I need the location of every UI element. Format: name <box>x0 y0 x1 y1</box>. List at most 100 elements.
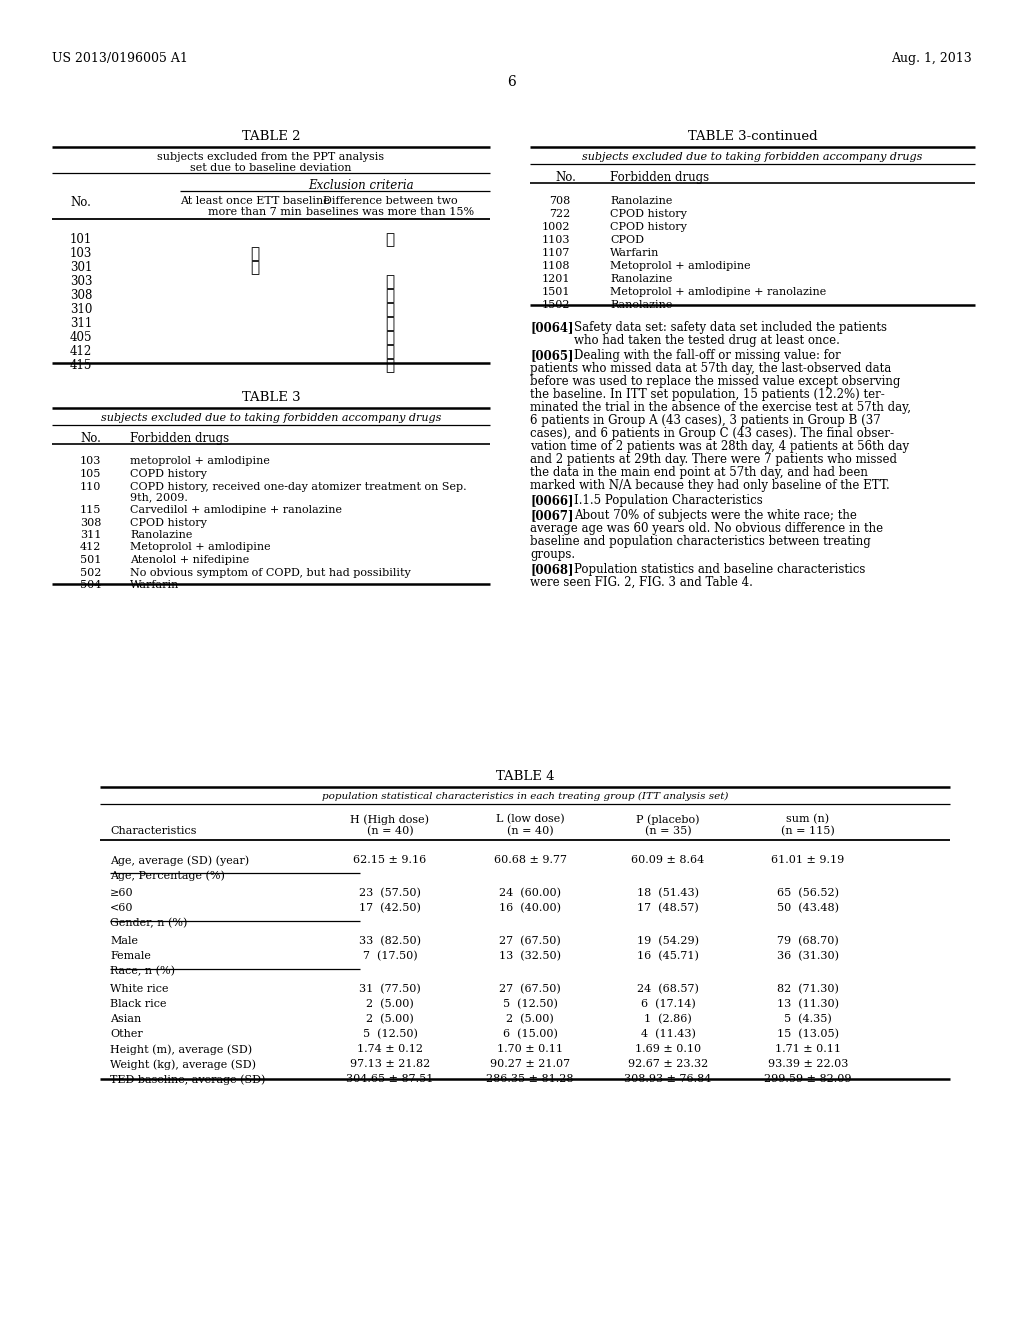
Text: CPOD history: CPOD history <box>130 517 207 528</box>
Text: 79  (68.70): 79 (68.70) <box>777 936 839 946</box>
Text: 9th, 2009.: 9th, 2009. <box>130 492 187 503</box>
Text: Metoprolol + amlodipine: Metoprolol + amlodipine <box>130 543 270 553</box>
Text: TABLE 3-continued: TABLE 3-continued <box>688 129 817 143</box>
Text: P (placebo): P (placebo) <box>636 814 699 825</box>
Text: subjects excluded due to taking forbidden accompany drugs: subjects excluded due to taking forbidde… <box>583 152 923 162</box>
Text: 1.71 ± 0.11: 1.71 ± 0.11 <box>775 1044 841 1053</box>
Text: CPOD history: CPOD history <box>610 209 687 219</box>
Text: CPOD history: CPOD history <box>610 222 687 232</box>
Text: TABLE 2: TABLE 2 <box>242 129 300 143</box>
Text: 1502: 1502 <box>542 300 570 310</box>
Text: 308.93 ± 76.84: 308.93 ± 76.84 <box>625 1074 712 1084</box>
Text: I.1.5 Population Characteristics: I.1.5 Population Characteristics <box>574 494 763 507</box>
Text: ✓: ✓ <box>251 247 259 261</box>
Text: 1.74 ± 0.12: 1.74 ± 0.12 <box>357 1044 423 1053</box>
Text: 101: 101 <box>70 234 92 246</box>
Text: 17  (42.50): 17 (42.50) <box>359 903 421 913</box>
Text: Asian: Asian <box>110 1014 141 1024</box>
Text: ✓: ✓ <box>385 359 394 374</box>
Text: TED baseline, average (SD): TED baseline, average (SD) <box>110 1074 265 1085</box>
Text: 286.35 ± 81.28: 286.35 ± 81.28 <box>486 1074 573 1084</box>
Text: 304.65 ± 87.51: 304.65 ± 87.51 <box>346 1074 434 1084</box>
Text: 19  (54.29): 19 (54.29) <box>637 936 699 946</box>
Text: 311: 311 <box>70 317 92 330</box>
Text: 1108: 1108 <box>542 261 570 271</box>
Text: Metoprolol + amlodipine + ranolazine: Metoprolol + amlodipine + ranolazine <box>610 286 826 297</box>
Text: Race, n (%): Race, n (%) <box>110 966 175 977</box>
Text: White rice: White rice <box>110 983 169 994</box>
Text: 311: 311 <box>80 531 101 540</box>
Text: 24  (68.57): 24 (68.57) <box>637 983 699 994</box>
Text: COPD history, received one-day atomizer treatment on Sep.: COPD history, received one-day atomizer … <box>130 482 467 491</box>
Text: [0064]: [0064] <box>530 321 573 334</box>
Text: 90.27 ± 21.07: 90.27 ± 21.07 <box>489 1059 570 1069</box>
Text: About 70% of subjects were the white race; the: About 70% of subjects were the white rac… <box>574 510 857 521</box>
Text: No.: No. <box>555 172 575 183</box>
Text: Population statistics and baseline characteristics: Population statistics and baseline chara… <box>574 564 865 576</box>
Text: more than 7 min: more than 7 min <box>208 207 302 216</box>
Text: 13  (32.50): 13 (32.50) <box>499 950 561 961</box>
Text: 1201: 1201 <box>542 275 570 284</box>
Text: 27  (67.50): 27 (67.50) <box>499 936 561 946</box>
Text: 501: 501 <box>80 554 101 565</box>
Text: ✓: ✓ <box>385 234 394 247</box>
Text: Age, average (SD) (year): Age, average (SD) (year) <box>110 855 249 866</box>
Text: average age was 60 years old. No obvious difference in the: average age was 60 years old. No obvious… <box>530 521 883 535</box>
Text: Ranolazine: Ranolazine <box>610 300 673 310</box>
Text: 33  (82.50): 33 (82.50) <box>359 936 421 946</box>
Text: COPD history: COPD history <box>130 469 207 479</box>
Text: 16  (45.71): 16 (45.71) <box>637 950 699 961</box>
Text: 61.01 ± 9.19: 61.01 ± 9.19 <box>771 855 845 865</box>
Text: 17  (48.57): 17 (48.57) <box>637 903 698 913</box>
Text: 93.39 ± 22.03: 93.39 ± 22.03 <box>768 1059 848 1069</box>
Text: Black rice: Black rice <box>110 999 167 1008</box>
Text: 31  (77.50): 31 (77.50) <box>359 983 421 994</box>
Text: 1501: 1501 <box>542 286 570 297</box>
Text: [0068]: [0068] <box>530 564 573 576</box>
Text: 2  (5.00): 2 (5.00) <box>506 1014 554 1024</box>
Text: 105: 105 <box>80 469 101 479</box>
Text: 2  (5.00): 2 (5.00) <box>367 1014 414 1024</box>
Text: before was used to replace the missed value except observing: before was used to replace the missed va… <box>530 375 900 388</box>
Text: Atenolol + nifedipine: Atenolol + nifedipine <box>130 554 249 565</box>
Text: Warfarin: Warfarin <box>610 248 659 257</box>
Text: [0065]: [0065] <box>530 348 573 362</box>
Text: ≥60: ≥60 <box>110 888 133 898</box>
Text: 15  (13.05): 15 (13.05) <box>777 1030 839 1039</box>
Text: 13  (11.30): 13 (11.30) <box>777 999 839 1010</box>
Text: 412: 412 <box>80 543 101 553</box>
Text: 1107: 1107 <box>542 248 570 257</box>
Text: were seen FIG. 2, FIG. 3 and Table 4.: were seen FIG. 2, FIG. 3 and Table 4. <box>530 576 753 589</box>
Text: 299.59 ± 82.09: 299.59 ± 82.09 <box>764 1074 852 1084</box>
Text: and 2 patients at 29th day. There were 7 patients who missed: and 2 patients at 29th day. There were 7… <box>530 453 897 466</box>
Text: Carvedilol + amlodipine + ranolazine: Carvedilol + amlodipine + ranolazine <box>130 506 342 515</box>
Text: ✓: ✓ <box>385 275 394 289</box>
Text: 1  (2.86): 1 (2.86) <box>644 1014 692 1024</box>
Text: 115: 115 <box>80 506 101 515</box>
Text: the baseline. In ITT set population, 15 patients (12.2%) ter-: the baseline. In ITT set population, 15 … <box>530 388 885 401</box>
Text: 6  (15.00): 6 (15.00) <box>503 1030 557 1039</box>
Text: 301: 301 <box>70 261 92 275</box>
Text: ✓: ✓ <box>385 345 394 359</box>
Text: who had taken the tested drug at least once.: who had taken the tested drug at least o… <box>574 334 840 347</box>
Text: At least once ETT baseline: At least once ETT baseline <box>180 195 330 206</box>
Text: baseline and population characteristics between treating: baseline and population characteristics … <box>530 535 870 548</box>
Text: (n = 35): (n = 35) <box>645 826 691 837</box>
Text: 1002: 1002 <box>542 222 570 232</box>
Text: 92.67 ± 23.32: 92.67 ± 23.32 <box>628 1059 709 1069</box>
Text: [0066]: [0066] <box>530 494 573 507</box>
Text: sum (n): sum (n) <box>786 814 829 824</box>
Text: No obvious symptom of COPD, but had possibility: No obvious symptom of COPD, but had poss… <box>130 568 411 578</box>
Text: 62.15 ± 9.16: 62.15 ± 9.16 <box>353 855 427 865</box>
Text: Forbidden drugs: Forbidden drugs <box>610 172 710 183</box>
Text: minated the trial in the absence of the exercise test at 57th day,: minated the trial in the absence of the … <box>530 401 911 414</box>
Text: CPOD: CPOD <box>610 235 644 246</box>
Text: Difference between two: Difference between two <box>323 195 458 206</box>
Text: patients who missed data at 57th day, the last-observed data: patients who missed data at 57th day, th… <box>530 362 891 375</box>
Text: [0067]: [0067] <box>530 510 573 521</box>
Text: 1103: 1103 <box>542 235 570 246</box>
Text: ✓: ✓ <box>385 289 394 304</box>
Text: 103: 103 <box>70 247 92 260</box>
Text: Male: Male <box>110 936 138 946</box>
Text: 6  (17.14): 6 (17.14) <box>641 999 695 1010</box>
